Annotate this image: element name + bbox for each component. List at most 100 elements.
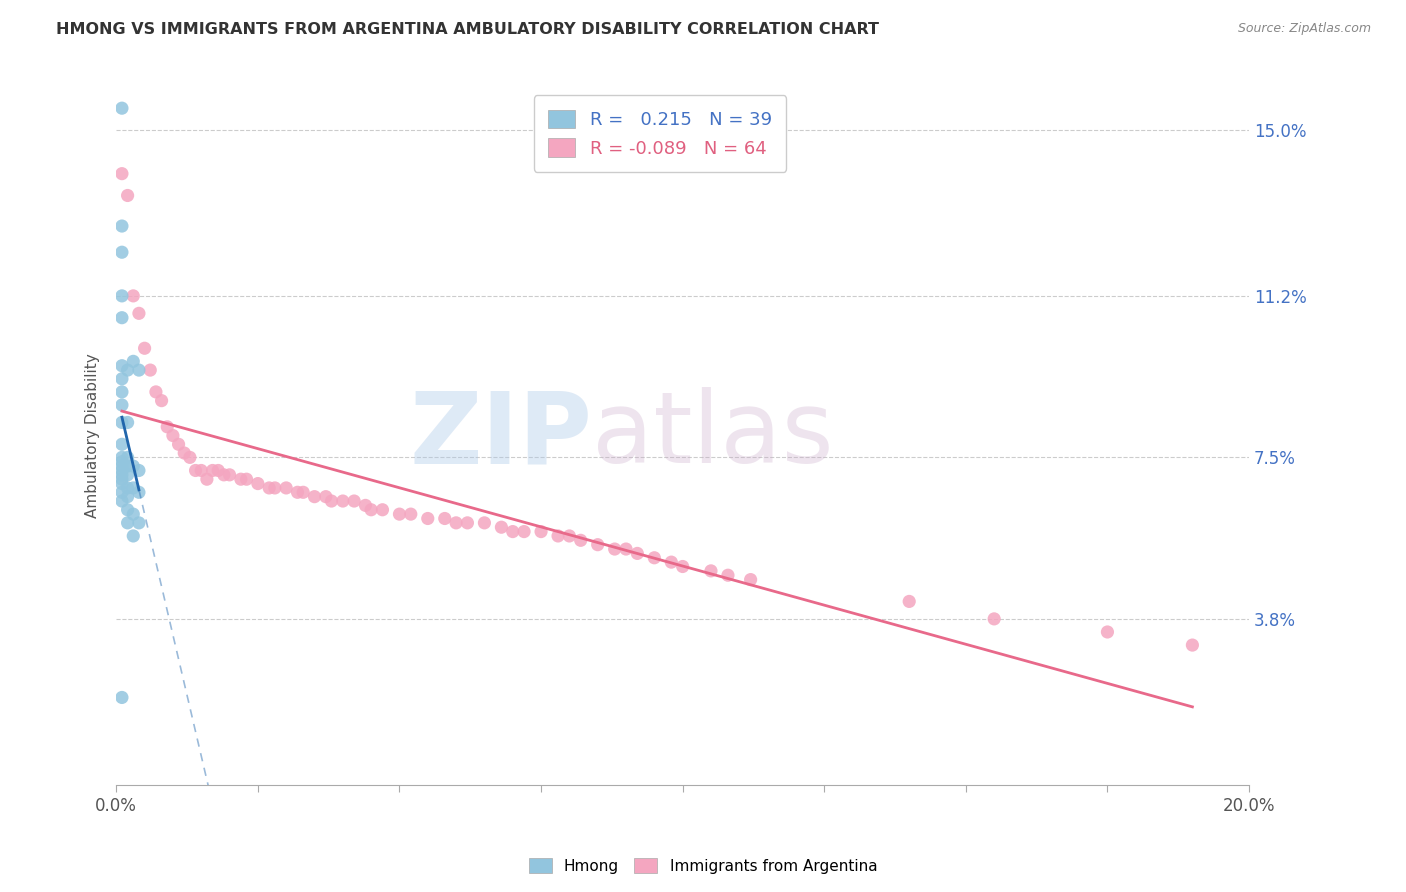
Point	[332, 494, 354, 508]
Text: HMONG VS IMMIGRANTS FROM ARGENTINA AMBULATORY DISABILITY CORRELATION CHART: HMONG VS IMMIGRANTS FROM ARGENTINA AMBUL…	[56, 22, 879, 37]
Point	[111, 467, 134, 482]
Point	[569, 533, 592, 548]
Point	[117, 450, 139, 465]
Point	[162, 428, 184, 442]
Point	[145, 384, 167, 399]
Legend: R =   0.215   N = 39, R = -0.089   N = 64: R = 0.215 N = 39, R = -0.089 N = 64	[534, 95, 786, 172]
Point	[513, 524, 536, 539]
Point	[626, 546, 648, 560]
Point	[246, 476, 269, 491]
Point	[111, 485, 134, 500]
Point	[111, 289, 134, 303]
Point	[111, 437, 134, 451]
Point	[717, 568, 740, 582]
Point	[122, 507, 145, 521]
Point	[263, 481, 285, 495]
Point	[212, 467, 235, 482]
Point	[343, 494, 366, 508]
Legend: Hmong, Immigrants from Argentina: Hmong, Immigrants from Argentina	[523, 852, 883, 880]
Point	[201, 463, 224, 477]
Point	[371, 502, 394, 516]
Point	[614, 542, 637, 557]
Point	[111, 245, 134, 260]
Point	[444, 516, 467, 530]
Point	[388, 507, 411, 521]
Point	[111, 463, 134, 477]
Point	[117, 459, 139, 474]
Point	[117, 416, 139, 430]
Point	[128, 306, 150, 320]
Point	[1181, 638, 1204, 652]
Point	[179, 450, 201, 465]
Point	[111, 310, 134, 325]
Point	[122, 459, 145, 474]
Point	[983, 612, 1005, 626]
Point	[111, 690, 134, 705]
Point	[530, 524, 553, 539]
Point	[117, 467, 139, 482]
Text: Source: ZipAtlas.com: Source: ZipAtlas.com	[1237, 22, 1371, 36]
Point	[229, 472, 252, 486]
Point	[150, 393, 173, 408]
Point	[111, 101, 134, 115]
Point	[672, 559, 695, 574]
Point	[898, 594, 921, 608]
Point	[491, 520, 513, 534]
Point	[1097, 624, 1119, 639]
Point	[207, 463, 229, 477]
Point	[276, 481, 298, 495]
Point	[354, 499, 377, 513]
Point	[117, 502, 139, 516]
Point	[111, 476, 134, 491]
Point	[111, 359, 134, 373]
Point	[235, 472, 257, 486]
Point	[117, 363, 139, 377]
Point	[700, 564, 723, 578]
Point	[257, 481, 280, 495]
Point	[122, 289, 145, 303]
Point	[558, 529, 581, 543]
Point	[287, 485, 309, 500]
Point	[117, 516, 139, 530]
Point	[586, 538, 609, 552]
Point	[128, 363, 150, 377]
Point	[292, 485, 315, 500]
Point	[218, 467, 240, 482]
Point	[122, 481, 145, 495]
Point	[195, 472, 218, 486]
Point	[111, 455, 134, 469]
Point	[190, 463, 212, 477]
Point	[122, 354, 145, 368]
Point	[474, 516, 496, 530]
Point	[111, 459, 134, 474]
Point	[456, 516, 478, 530]
Y-axis label: Ambulatory Disability: Ambulatory Disability	[86, 353, 100, 518]
Point	[173, 446, 195, 460]
Point	[117, 490, 139, 504]
Point	[128, 463, 150, 477]
Point	[111, 398, 134, 412]
Point	[603, 542, 626, 557]
Point	[128, 485, 150, 500]
Point	[156, 420, 179, 434]
Point	[167, 437, 190, 451]
Point	[122, 529, 145, 543]
Point	[304, 490, 326, 504]
Point	[315, 490, 337, 504]
Point	[659, 555, 682, 569]
Text: atlas: atlas	[592, 387, 834, 484]
Point	[399, 507, 422, 521]
Point	[111, 167, 134, 181]
Point	[117, 481, 139, 495]
Point	[433, 511, 456, 525]
Point	[360, 502, 382, 516]
Point	[184, 463, 207, 477]
Point	[111, 219, 134, 233]
Point	[111, 494, 134, 508]
Point	[139, 363, 162, 377]
Point	[111, 450, 134, 465]
Point	[111, 472, 134, 486]
Point	[134, 341, 156, 355]
Point	[416, 511, 439, 525]
Point	[547, 529, 569, 543]
